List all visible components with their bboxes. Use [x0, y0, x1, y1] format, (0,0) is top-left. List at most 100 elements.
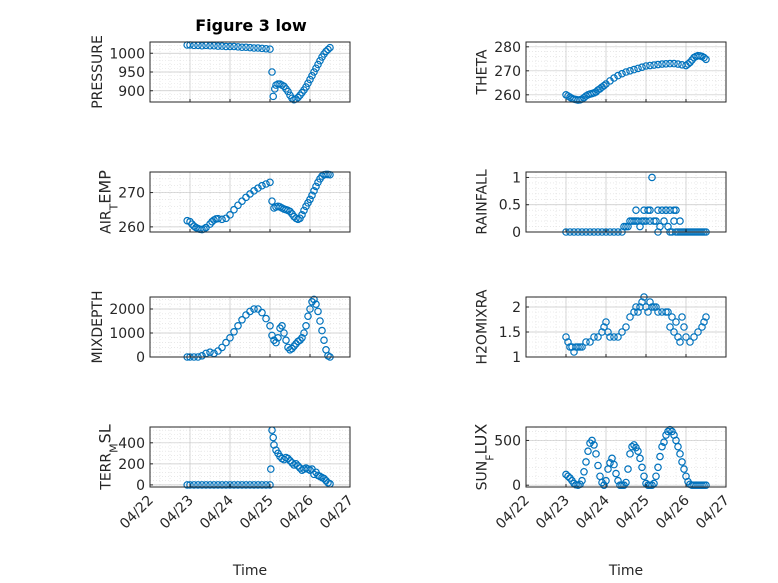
data-point [206, 220, 214, 228]
data-point [206, 348, 214, 357]
data-point [594, 461, 602, 470]
axes-box [525, 171, 727, 233]
y-tick-label: 280 [494, 40, 521, 56]
data-point [618, 328, 626, 336]
data-point [316, 56, 324, 65]
y-tick-label: 0 [512, 478, 521, 494]
data-point [310, 68, 318, 76]
data-point [234, 481, 242, 489]
data-point [266, 178, 274, 187]
data-point [218, 42, 226, 50]
data-point [324, 45, 332, 54]
data-point [250, 44, 258, 52]
subplot-h2omixra: 1 1.5 2 H2OMIXRA [475, 289, 727, 366]
data-point [612, 469, 620, 478]
data-point [648, 173, 656, 182]
data-point [286, 456, 294, 465]
data-point [666, 425, 674, 434]
x-tick-label: 04/27 [693, 493, 733, 533]
data-point [652, 472, 660, 481]
data-point [266, 465, 275, 473]
data-point [314, 307, 322, 316]
data-point [292, 460, 300, 468]
data-point [624, 465, 632, 473]
data-point [246, 307, 254, 316]
data-point [614, 476, 622, 485]
data-point [234, 201, 242, 210]
data-point [288, 458, 296, 467]
data-point [614, 333, 622, 341]
data-point [266, 45, 274, 53]
data-point [306, 195, 314, 204]
data-point [610, 460, 618, 469]
data-point [254, 184, 262, 192]
axes-box [149, 296, 351, 358]
x-tick-label: 04/25 [613, 493, 653, 533]
figure-title: Figure 3 low [195, 16, 307, 35]
x-tick-label: 04/23 [157, 493, 197, 533]
y-tick-label: 1 [512, 350, 521, 366]
data-point [702, 313, 710, 321]
data-point [308, 71, 316, 80]
data-point [298, 333, 306, 342]
data-point [702, 481, 710, 490]
data-point [678, 458, 686, 466]
x-tick-label: 04/26 [653, 492, 693, 532]
data-point [578, 343, 586, 351]
data-point [222, 481, 230, 489]
data-point [634, 308, 642, 316]
data-point [670, 328, 678, 336]
y-tick-label: 270 [118, 186, 145, 202]
data-point [588, 436, 596, 445]
data-point [646, 206, 654, 214]
data-point [590, 333, 598, 341]
data-point [218, 343, 226, 352]
data-point [274, 333, 282, 342]
data-point [266, 481, 274, 489]
data-point [250, 481, 258, 489]
y-tick-label: 260 [118, 220, 145, 236]
data-point [686, 58, 694, 67]
data-point [258, 44, 266, 53]
x-tick-label: 04/25 [237, 493, 277, 533]
data-point [310, 295, 318, 304]
data-point [668, 313, 676, 321]
data-point [308, 297, 316, 306]
data-point [322, 47, 330, 56]
data-point [226, 211, 234, 219]
data-point [262, 44, 270, 53]
data-point [590, 441, 598, 449]
data-point [288, 344, 296, 353]
x-tick-label: 04/24 [197, 492, 237, 532]
data-point [632, 303, 640, 311]
data-point [640, 472, 648, 481]
data-point [702, 55, 710, 64]
data-point [306, 75, 314, 84]
data-point [698, 323, 706, 331]
y-axis-label: THETA [475, 49, 491, 95]
y-axis-label: PRESSURE [90, 35, 106, 109]
data-point [700, 318, 708, 326]
subplot-rainfall: 0 0.5 1 RAINFALL [475, 169, 727, 241]
data-point [658, 442, 666, 451]
data-point [234, 321, 242, 330]
data-point [284, 454, 292, 463]
data-point [206, 41, 214, 50]
data-point [222, 42, 230, 51]
data-point [312, 64, 320, 73]
x-axis-label: Time [608, 563, 643, 579]
data-point [254, 481, 262, 489]
x-tick-label: 04/26 [277, 492, 317, 532]
data-point [678, 313, 686, 321]
data-point [226, 481, 234, 489]
data-point [646, 298, 654, 306]
data-point [238, 197, 246, 205]
x-tick-label: 04/23 [533, 493, 573, 533]
data-point [269, 92, 278, 101]
data-point [674, 333, 682, 341]
data-point [614, 71, 622, 80]
data-point [280, 329, 288, 337]
data-point [670, 59, 678, 68]
data-point [626, 450, 634, 458]
